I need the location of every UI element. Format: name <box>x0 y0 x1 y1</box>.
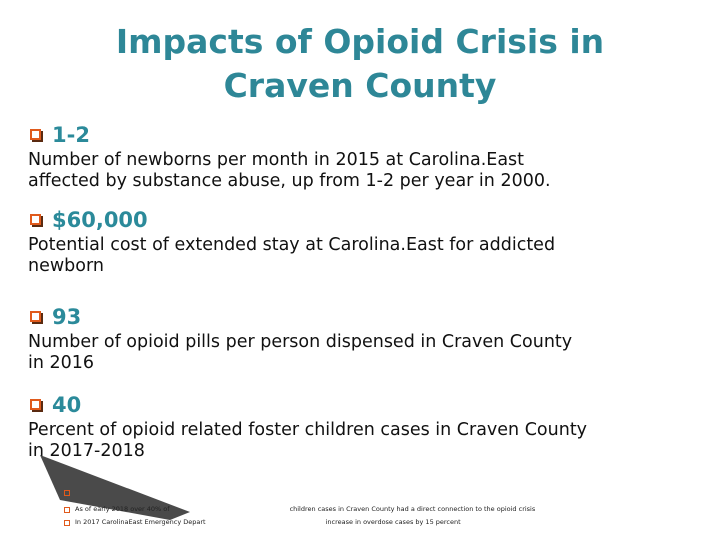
stat: 93 <box>28 302 708 332</box>
description-line: in 2016 <box>28 353 95 373</box>
footnote-text: children cases in Craven County had a di… <box>289 505 536 513</box>
bullet <box>64 507 70 513</box>
footnote-text: As of early 2018 over 40% of <box>75 505 170 513</box>
item: $60,000 Potential cost of extended stay a… <box>28 205 708 277</box>
title-line: Impacts of Opioid Crisis in <box>115 22 605 61</box>
stat-value: 1-2 <box>52 123 90 147</box>
bullet <box>30 129 41 140</box>
title-line: Craven County <box>223 66 497 105</box>
description-line: Number of newborns per month in 2015 at … <box>28 150 525 170</box>
stat-value: $60,000 <box>52 208 148 232</box>
stat: $60,000 <box>28 205 708 235</box>
bullet <box>30 399 41 410</box>
description-line: Number of opioid pills per person dispen… <box>28 332 573 352</box>
footnote-text: increase in overdose cases by 15 percent <box>325 518 461 526</box>
slide-title: Impacts of Opioid Crisis in Craven Count… <box>0 20 720 108</box>
footnote-text: In 2017 CarolinaEast Emergency Depart <box>75 518 206 526</box>
item: 40 Percent of opioid related foster child… <box>28 390 708 462</box>
footnote: In 2017 CarolinaEast Emergency Depart inc… <box>75 518 461 526</box>
description-line: Percent of opioid related foster childre… <box>28 420 588 440</box>
description-line: affected by substance abuse, up from 1-2… <box>28 171 551 191</box>
stat: 1-2 <box>28 120 708 150</box>
description-line: newborn <box>28 256 104 276</box>
description-line: Potential cost of extended stay at Carol… <box>28 235 556 255</box>
item: 93 Number of opioid pills per person disp… <box>28 302 708 374</box>
stat: 40 <box>28 390 708 420</box>
item: 1-2 Number of newborns per month in 2015 … <box>28 120 708 192</box>
bullet <box>30 214 41 225</box>
footnote: As of early 2018 over 40% of children cas… <box>75 505 535 513</box>
stat-value: 40 <box>52 393 82 417</box>
bullet <box>30 311 41 322</box>
stat-value: 93 <box>52 305 82 329</box>
bullet <box>64 490 70 496</box>
bullet <box>64 520 70 526</box>
description-line: in 2017-2018 <box>28 441 145 461</box>
